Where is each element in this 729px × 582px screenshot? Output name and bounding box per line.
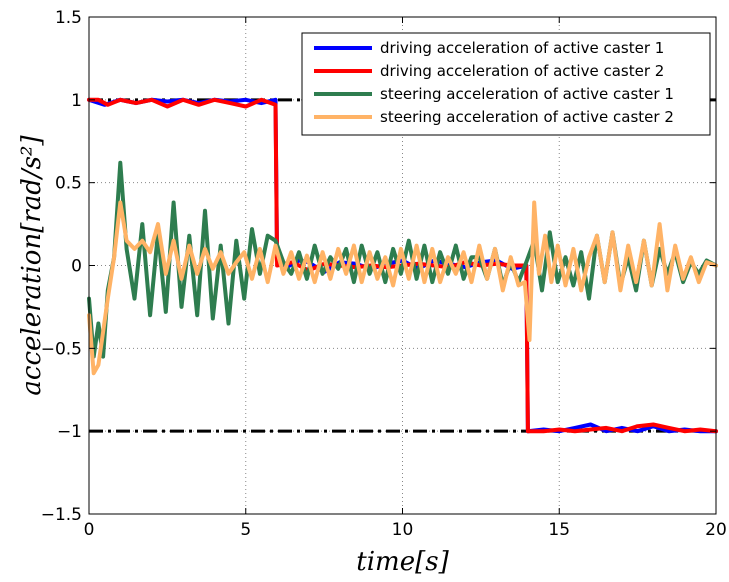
tick-labels: 0 5 10 15 20 −1.5 −1 −0.5 0 0.5 1 1.5 bbox=[41, 8, 727, 540]
y-tick-label: 1.5 bbox=[55, 8, 82, 28]
x-tick-label: 20 bbox=[705, 520, 727, 540]
x-tick-label: 10 bbox=[392, 520, 414, 540]
legend-label-1: driving acceleration of active caster 1 bbox=[380, 39, 664, 57]
y-tick-label: −0.5 bbox=[41, 339, 82, 359]
axis-ticks bbox=[88, 16, 717, 515]
y-tick-label: 1 bbox=[71, 91, 82, 111]
y-tick-label: −1 bbox=[57, 422, 82, 442]
series-line-4 bbox=[87, 200, 718, 376]
x-axis-label: time[s] bbox=[356, 547, 449, 577]
y-tick-label: −1.5 bbox=[41, 505, 82, 525]
y-tick-label: 0.5 bbox=[55, 174, 82, 194]
x-tick-label: 5 bbox=[240, 520, 251, 540]
legend-items: driving acceleration of active caster 1 d… bbox=[314, 39, 674, 126]
legend: driving acceleration of active caster 1 d… bbox=[301, 32, 711, 136]
legend-label-4: steering acceleration of active caster 2 bbox=[380, 108, 674, 126]
legend-label-2: driving acceleration of active caster 2 bbox=[380, 62, 664, 80]
legend-label-3: steering acceleration of active caster 1 bbox=[380, 85, 674, 103]
x-tick-label: 0 bbox=[84, 520, 95, 540]
series-line-2 bbox=[87, 97, 718, 434]
x-tick-label: 15 bbox=[548, 520, 570, 540]
y-tick-label: 0 bbox=[71, 257, 82, 277]
series-lines bbox=[87, 97, 718, 434]
y-axis-label: acceleration[rad/s²] bbox=[17, 135, 47, 396]
